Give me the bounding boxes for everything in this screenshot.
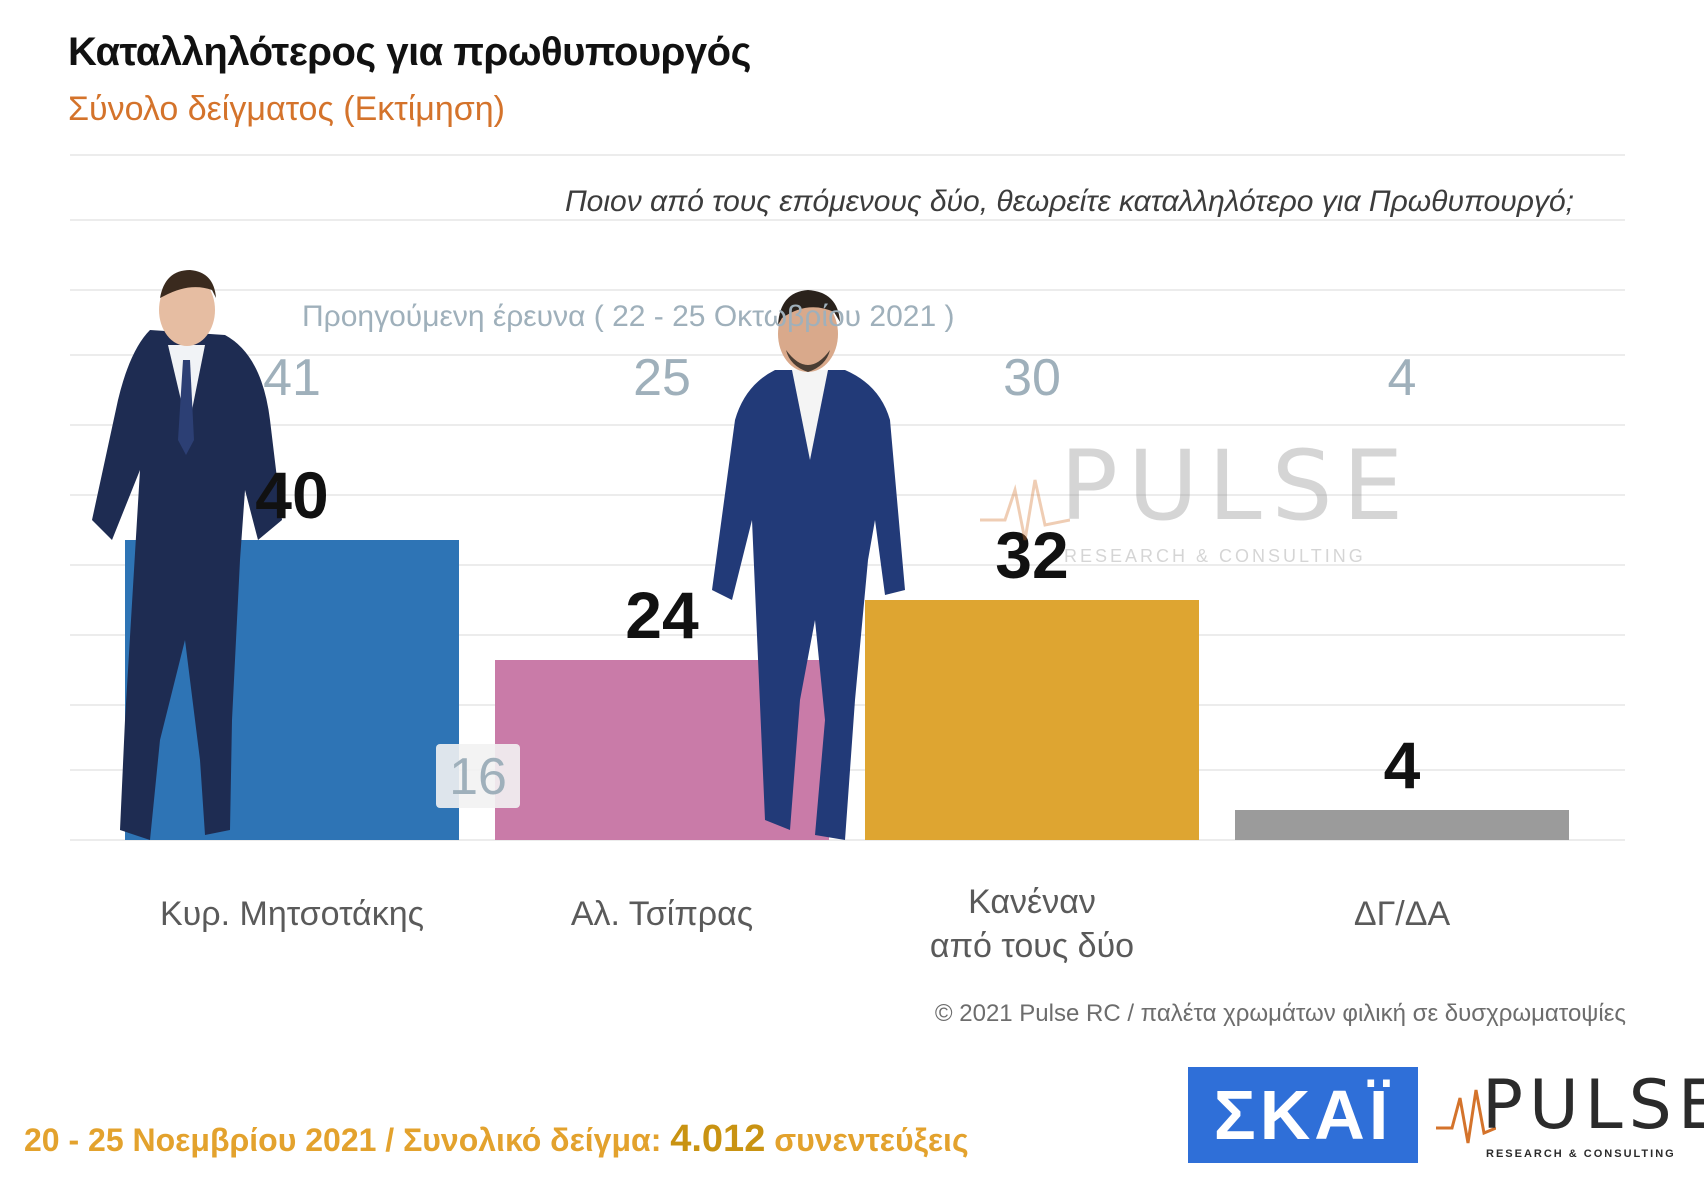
category-label: Αλ. Τσίπρας [571, 895, 753, 933]
footer-dates: 20 - 25 Νοεμβρίου 2021 / Συνολικό δείγμα… [24, 1122, 662, 1158]
pulse-logo-tagline: RESEARCH & CONSULTING [1486, 1148, 1676, 1160]
skai-logo: ΣΚΑΪ [1188, 1067, 1418, 1163]
watermark-word: PULSE [1060, 430, 1414, 542]
bar [1235, 810, 1569, 840]
value-label: 32 [995, 518, 1068, 592]
survey-question: Ποιον από τους επόμενους δύο, θεωρείτε κ… [544, 185, 1574, 219]
chart-title: Καταλληλότερος για πρωθυπουργός [68, 30, 751, 74]
people-photos [92, 270, 905, 840]
category-label: από τους δύο [930, 927, 1134, 965]
previous-value-label: 4 [1388, 349, 1417, 407]
person-left-figure [92, 270, 282, 840]
watermark-tagline: RESEARCH & CONSULTING [1064, 546, 1366, 566]
inner-label: 16 [449, 748, 507, 806]
value-label: 40 [255, 458, 328, 532]
category-label: Κυρ. Μητσοτάκης [160, 895, 424, 933]
credit-line: © 2021 Pulse RC / παλέτα χρωμάτων φιλική… [934, 1000, 1626, 1027]
pulse-logo-wave-icon [1436, 1089, 1496, 1144]
value-label: 24 [625, 578, 699, 652]
category-label: Κανέναν [968, 883, 1096, 921]
previous-value-label: 41 [263, 349, 321, 407]
bar-chart: 40 41 Κυρ. Μητσοτάκης 24 25 Αλ. Τσίπρας 32 30 Κα… [70, 154, 1625, 965]
previous-survey-label: Προηγούμενη έρευνα ( 22 - 25 Οκτωβρίου 2… [302, 300, 955, 333]
footer-sample-size: 4.012 [670, 1118, 766, 1160]
value-label: 4 [1384, 728, 1421, 802]
pulse-logo: PULSE RESEARCH & CONSULTING [1436, 1066, 1704, 1172]
value-labels: 40 41 Κυρ. Μητσοτάκης 24 25 Αλ. Τσίπρας 32 30 Κα… [160, 349, 1450, 965]
category-label: ΔΓ/ΔΑ [1354, 895, 1451, 933]
inner-label-box [436, 744, 520, 808]
person-right-figure [712, 290, 905, 840]
footer-sample-info: 20 - 25 Νοεμβρίου 2021 / Συνολικό δείγμα… [24, 1118, 969, 1161]
previous-value-label: 30 [1003, 349, 1061, 407]
bar [865, 600, 1199, 840]
pulse-logo-word: PULSE [1482, 1066, 1704, 1145]
pulse-watermark: PULSE RESEARCH & CONSULTING [980, 430, 1403, 580]
previous-value-label: 25 [633, 349, 691, 407]
footer-unit: συνεντεύξεις [774, 1122, 969, 1158]
chart-subtitle: Σύνολο δείγματος (Εκτίμηση) [68, 90, 505, 128]
pulse-wave-icon [980, 479, 1070, 541]
